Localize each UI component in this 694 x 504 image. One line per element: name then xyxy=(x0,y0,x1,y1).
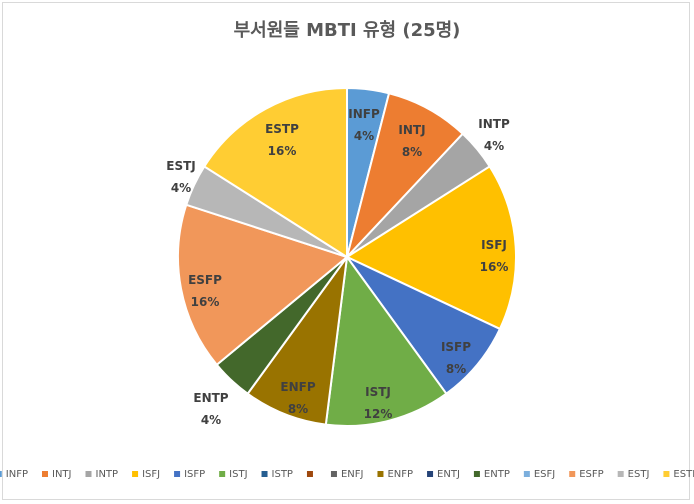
legend-swatch xyxy=(174,471,181,477)
pie-slice-estp xyxy=(202,86,348,259)
slice-percent-entp: 4% xyxy=(201,413,221,427)
slice-label-intj: INTJ xyxy=(398,123,425,137)
legend-swatch xyxy=(523,471,530,477)
legend-item-esfj: ESFJ xyxy=(523,469,555,480)
legend-item-enfp: ENFP xyxy=(377,469,413,480)
slice-percent-esfp: 16% xyxy=(191,295,220,309)
slice-percent-intp: 4% xyxy=(484,139,504,153)
legend-swatch xyxy=(569,471,576,477)
legend-swatch xyxy=(261,471,268,477)
slice-label-estp: ESTP xyxy=(265,122,299,136)
legend-label: INTP xyxy=(95,469,118,480)
legend-item-esfp: ESFP xyxy=(569,469,604,480)
legend-label: ISFP xyxy=(184,469,205,480)
legend-item-istp: ISTP xyxy=(261,469,293,480)
legend-item-estp: ESTP xyxy=(663,469,694,480)
legend-item-infp: INFP xyxy=(0,469,28,480)
legend-swatch xyxy=(473,471,480,477)
slice-percent-isfp: 8% xyxy=(446,362,466,376)
legend-item-intj: INTJ xyxy=(41,469,72,480)
slice-label-istj: ISTJ xyxy=(365,385,391,399)
slice-percent-enfp: 8% xyxy=(288,402,308,416)
chart-title: 부서원들 MBTI 유형 (25명) xyxy=(233,20,461,41)
slice-percent-istj: 12% xyxy=(364,407,393,421)
legend-label: ESTP xyxy=(673,469,694,480)
legend-swatch xyxy=(85,471,92,477)
legend-label: ENTP xyxy=(484,469,510,480)
legend-swatch xyxy=(219,471,226,477)
pie-slice-istj xyxy=(324,254,448,427)
slice-percent-infp: 4% xyxy=(354,129,374,143)
pie-slice-esfp xyxy=(176,203,350,367)
legend-item-intp: INTP xyxy=(85,469,118,480)
legend-swatch xyxy=(617,471,624,477)
slice-percent-estj: 4% xyxy=(171,181,191,195)
legend-label: ESTJ xyxy=(628,469,650,480)
legend-swatch xyxy=(132,471,139,477)
legend-swatch xyxy=(330,471,337,477)
legend-label: INTJ xyxy=(52,469,72,480)
legend-label: ISTP xyxy=(272,469,293,480)
legend-swatch xyxy=(377,471,384,477)
slice-percent-intj: 8% xyxy=(402,145,422,159)
legend-label: INFP xyxy=(6,469,28,480)
legend-item-blank xyxy=(306,471,313,477)
slice-label-entp: ENTP xyxy=(193,391,228,405)
slice-label-isfp: ISFP xyxy=(441,340,471,354)
legend-label: ENFJ xyxy=(341,469,364,480)
legend-swatch xyxy=(0,471,2,477)
slice-label-enfp: ENFP xyxy=(280,380,315,394)
legend-label: ISFJ xyxy=(142,469,160,480)
legend-item-entp: ENTP xyxy=(473,469,510,480)
legend-item-isfj: ISFJ xyxy=(132,469,160,480)
slice-label-estj: ESTJ xyxy=(166,159,196,173)
slice-percent-estp: 16% xyxy=(268,144,297,158)
legend-swatch xyxy=(663,471,670,477)
legend-swatch xyxy=(427,471,434,477)
legend-item-istj: ISTJ xyxy=(219,469,248,480)
legend-item-estj: ESTJ xyxy=(617,469,650,480)
legend-label: ISTJ xyxy=(229,469,247,480)
slice-label-isfj: ISFJ xyxy=(481,238,507,252)
legend-label: ESFJ xyxy=(534,469,555,480)
legend-swatch xyxy=(41,471,48,477)
legend-label: ESFP xyxy=(579,469,603,480)
legend-label: ENFP xyxy=(387,469,413,480)
slice-label-intp: INTP xyxy=(478,117,510,131)
slice-label-infp: INFP xyxy=(348,107,380,121)
legend-item-entj: ENTJ xyxy=(427,469,460,480)
pie-slice-isfj xyxy=(344,165,517,331)
legend-swatch xyxy=(306,471,313,477)
legend-item-isfp: ISFP xyxy=(174,469,205,480)
slice-percent-isfj: 16% xyxy=(480,260,509,274)
slice-label-esfp: ESFP xyxy=(188,273,222,287)
legend-label: ENTJ xyxy=(437,469,460,480)
legend-item-enfj: ENFJ xyxy=(330,469,364,480)
